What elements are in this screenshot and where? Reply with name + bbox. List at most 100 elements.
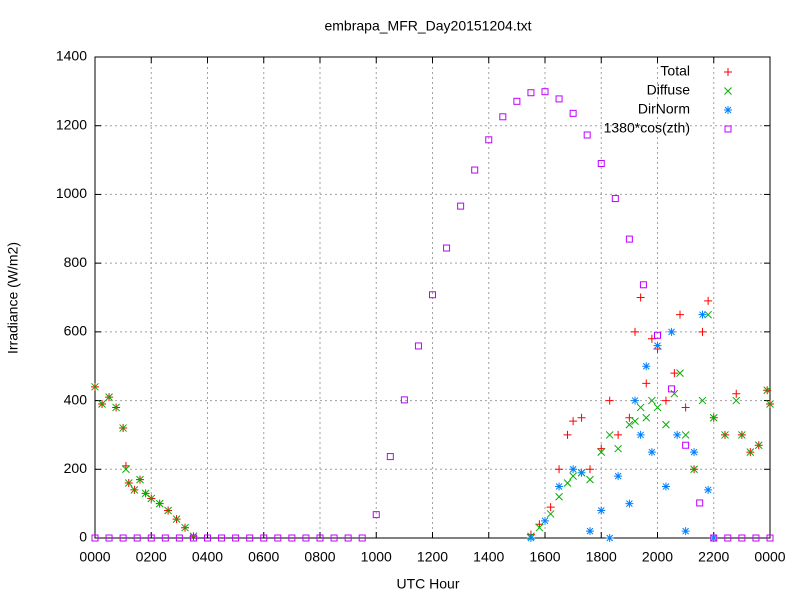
- data-point: [344, 534, 352, 542]
- data-point: [690, 465, 698, 474]
- data-point: [653, 403, 662, 412]
- data-point: [130, 486, 139, 494]
- data-point: [189, 534, 197, 542]
- legend-marker: [724, 68, 732, 76]
- data-point: [563, 479, 572, 487]
- data-point: [555, 492, 563, 501]
- data-point: [535, 520, 544, 529]
- data-point: [586, 527, 594, 536]
- data-point: [189, 532, 198, 541]
- data-point: [569, 472, 577, 481]
- data-point: [358, 534, 366, 542]
- data-point: [147, 534, 155, 542]
- data-point: [738, 534, 746, 542]
- data-point: [654, 331, 661, 339]
- data-point: [181, 523, 189, 532]
- data-point: [605, 431, 614, 439]
- data-point: [429, 291, 436, 299]
- data-point: [766, 534, 774, 542]
- data-point: [372, 511, 380, 519]
- data-point: [541, 88, 549, 96]
- data-point: [661, 482, 670, 491]
- y-tick-label: 1400: [56, 48, 87, 64]
- data-point: [597, 506, 606, 515]
- data-point: [577, 468, 586, 477]
- x-tick-label: 2200: [698, 549, 729, 565]
- y-tick-label: 1000: [56, 185, 87, 201]
- data-point: [414, 342, 422, 350]
- data-point: [766, 400, 774, 408]
- data-point: [698, 327, 707, 336]
- data-point: [636, 293, 645, 302]
- data-point: [91, 534, 99, 542]
- x-tick-label: 1400: [473, 549, 504, 565]
- data-point: [653, 341, 662, 350]
- data-point: [642, 379, 651, 388]
- data-point: [625, 420, 634, 429]
- data-point: [709, 534, 718, 542]
- legend-label: Total: [660, 63, 690, 79]
- data-point: [91, 382, 99, 391]
- data-point: [698, 396, 707, 405]
- x-tick-label: 0000: [754, 549, 785, 565]
- data-point: [161, 534, 169, 542]
- data-point: [614, 444, 622, 453]
- x-tick-label: 0400: [192, 549, 223, 565]
- data-point: [681, 431, 690, 439]
- data-point: [710, 534, 718, 542]
- data-point: [164, 506, 172, 515]
- data-point: [155, 499, 164, 508]
- y-tick-label: 600: [64, 323, 88, 339]
- data-point: [541, 516, 549, 525]
- legend-marker: [724, 87, 732, 95]
- data-point: [631, 327, 639, 336]
- data-point: [499, 113, 507, 121]
- legend-marker: [724, 106, 732, 114]
- data-point: [676, 369, 684, 377]
- data-point: [738, 431, 746, 439]
- data-point: [673, 430, 682, 439]
- data-point: [754, 441, 763, 450]
- data-point: [555, 482, 564, 491]
- y-tick-label: 0: [79, 529, 87, 545]
- data-point: [555, 95, 563, 103]
- data-point: [274, 534, 282, 542]
- x-tick-label: 1800: [586, 549, 617, 565]
- data-point: [586, 465, 594, 474]
- data-point: [614, 472, 623, 481]
- data-point: [386, 453, 394, 461]
- data-point: [232, 534, 240, 542]
- x-tick-label: 1600: [529, 549, 560, 565]
- data-point: [204, 534, 211, 542]
- plot-frame: [94, 56, 771, 539]
- data-point: [175, 534, 183, 542]
- legend-label: Diffuse: [647, 82, 691, 98]
- data-point: [698, 310, 707, 319]
- x-axis-label: UTC Hour: [396, 576, 459, 592]
- data-point: [724, 534, 732, 542]
- data-point: [642, 362, 651, 371]
- data-point: [625, 235, 633, 243]
- data-point: [709, 413, 718, 422]
- data-point: [133, 534, 141, 542]
- y-tick-label: 800: [64, 254, 88, 270]
- y-tick-label: 200: [64, 460, 88, 476]
- data-point: [563, 430, 572, 439]
- data-point: [662, 420, 670, 429]
- x-tick-label: 0200: [136, 549, 167, 565]
- data-point: [732, 389, 741, 398]
- x-tick-label: 1000: [361, 549, 392, 565]
- data-point: [246, 534, 254, 542]
- data-point: [172, 515, 181, 523]
- data-point: [704, 310, 712, 319]
- y-tick-label: 1200: [56, 116, 87, 132]
- data-point: [721, 431, 729, 439]
- data-point: [704, 296, 713, 305]
- data-point: [636, 403, 645, 412]
- data-point: [112, 403, 120, 412]
- data-point: [119, 534, 127, 542]
- data-point: [597, 448, 606, 456]
- data-point: [648, 396, 656, 405]
- data-point: [555, 465, 564, 474]
